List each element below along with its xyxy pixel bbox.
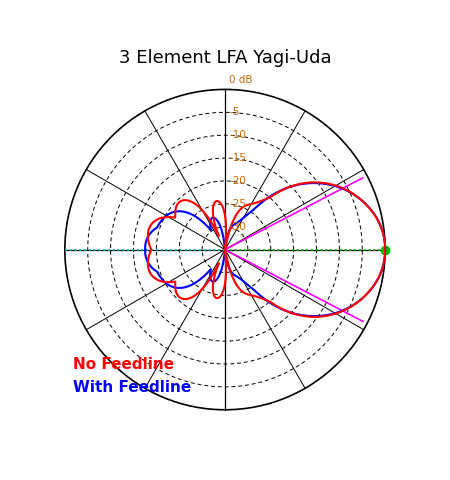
- Text: -30: -30: [229, 222, 246, 232]
- Text: -15: -15: [229, 153, 246, 163]
- Text: -20: -20: [229, 176, 246, 186]
- Text: No Feedline: No Feedline: [73, 358, 174, 372]
- Text: 0 dB: 0 dB: [229, 75, 252, 85]
- Text: -25: -25: [229, 199, 246, 209]
- Text: 3 Element LFA Yagi-Uda: 3 Element LFA Yagi-Uda: [119, 49, 331, 67]
- Text: With Feedline: With Feedline: [73, 380, 191, 395]
- Text: -5: -5: [229, 108, 239, 117]
- Text: -10: -10: [229, 130, 246, 140]
